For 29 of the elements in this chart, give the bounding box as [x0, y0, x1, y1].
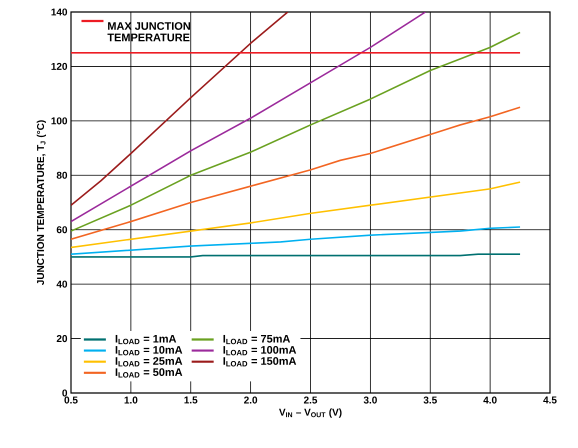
- x-tick-label: 2.5: [304, 396, 318, 404]
- x-tick-label: 1.5: [184, 396, 198, 404]
- line-series: [71, 106, 521, 240]
- y-tick-label: 140: [51, 8, 68, 16]
- y-tick-label: 40: [56, 280, 68, 288]
- legend-label: I$_{LOAD}$ = 25mA: [116, 357, 182, 366]
- legend-label: I$_{LOAD}$ = 50mA: [116, 368, 182, 378]
- legend-label: I$_{LOAD}$ = 150mA: [223, 357, 296, 366]
- legend-label: I$_{LOAD}$ = 75mA: [223, 334, 290, 344]
- legend-label: I$_{LOAD}$ = 1mA: [116, 334, 176, 344]
- x-tick-label: 1.0: [124, 396, 138, 404]
- x-tick-label: 4.5: [543, 396, 557, 404]
- y-tick-label: 0: [62, 389, 68, 397]
- x-axis-title: V$_{IN}$ – V$_{OUT}$ (V): [279, 408, 342, 418]
- x-tick-label: 4.0: [483, 396, 497, 404]
- x-tick-label: 0.5: [64, 396, 78, 404]
- y-axis-title: JUNCTION TEMPERATURE, T$_{J}$ (°C): [36, 120, 46, 286]
- x-tick-label: 2.0: [244, 396, 258, 404]
- line-series: [71, 12, 289, 206]
- legend-label: I$_{LOAD}$ = 100mA: [223, 346, 296, 356]
- y-tick-label: 60: [56, 226, 68, 234]
- line-series: [71, 32, 521, 232]
- y-tick-label: 120: [51, 62, 68, 70]
- y-tick-label: 100: [51, 117, 68, 124]
- x-tick-label: 3.0: [364, 396, 377, 404]
- y-tick-label: 80: [56, 172, 68, 179]
- y-tick-label: 20: [56, 335, 68, 342]
- legend-label: I$_{LOAD}$ = 10mA: [116, 346, 182, 356]
- x-tick-label: 3.5: [424, 396, 437, 404]
